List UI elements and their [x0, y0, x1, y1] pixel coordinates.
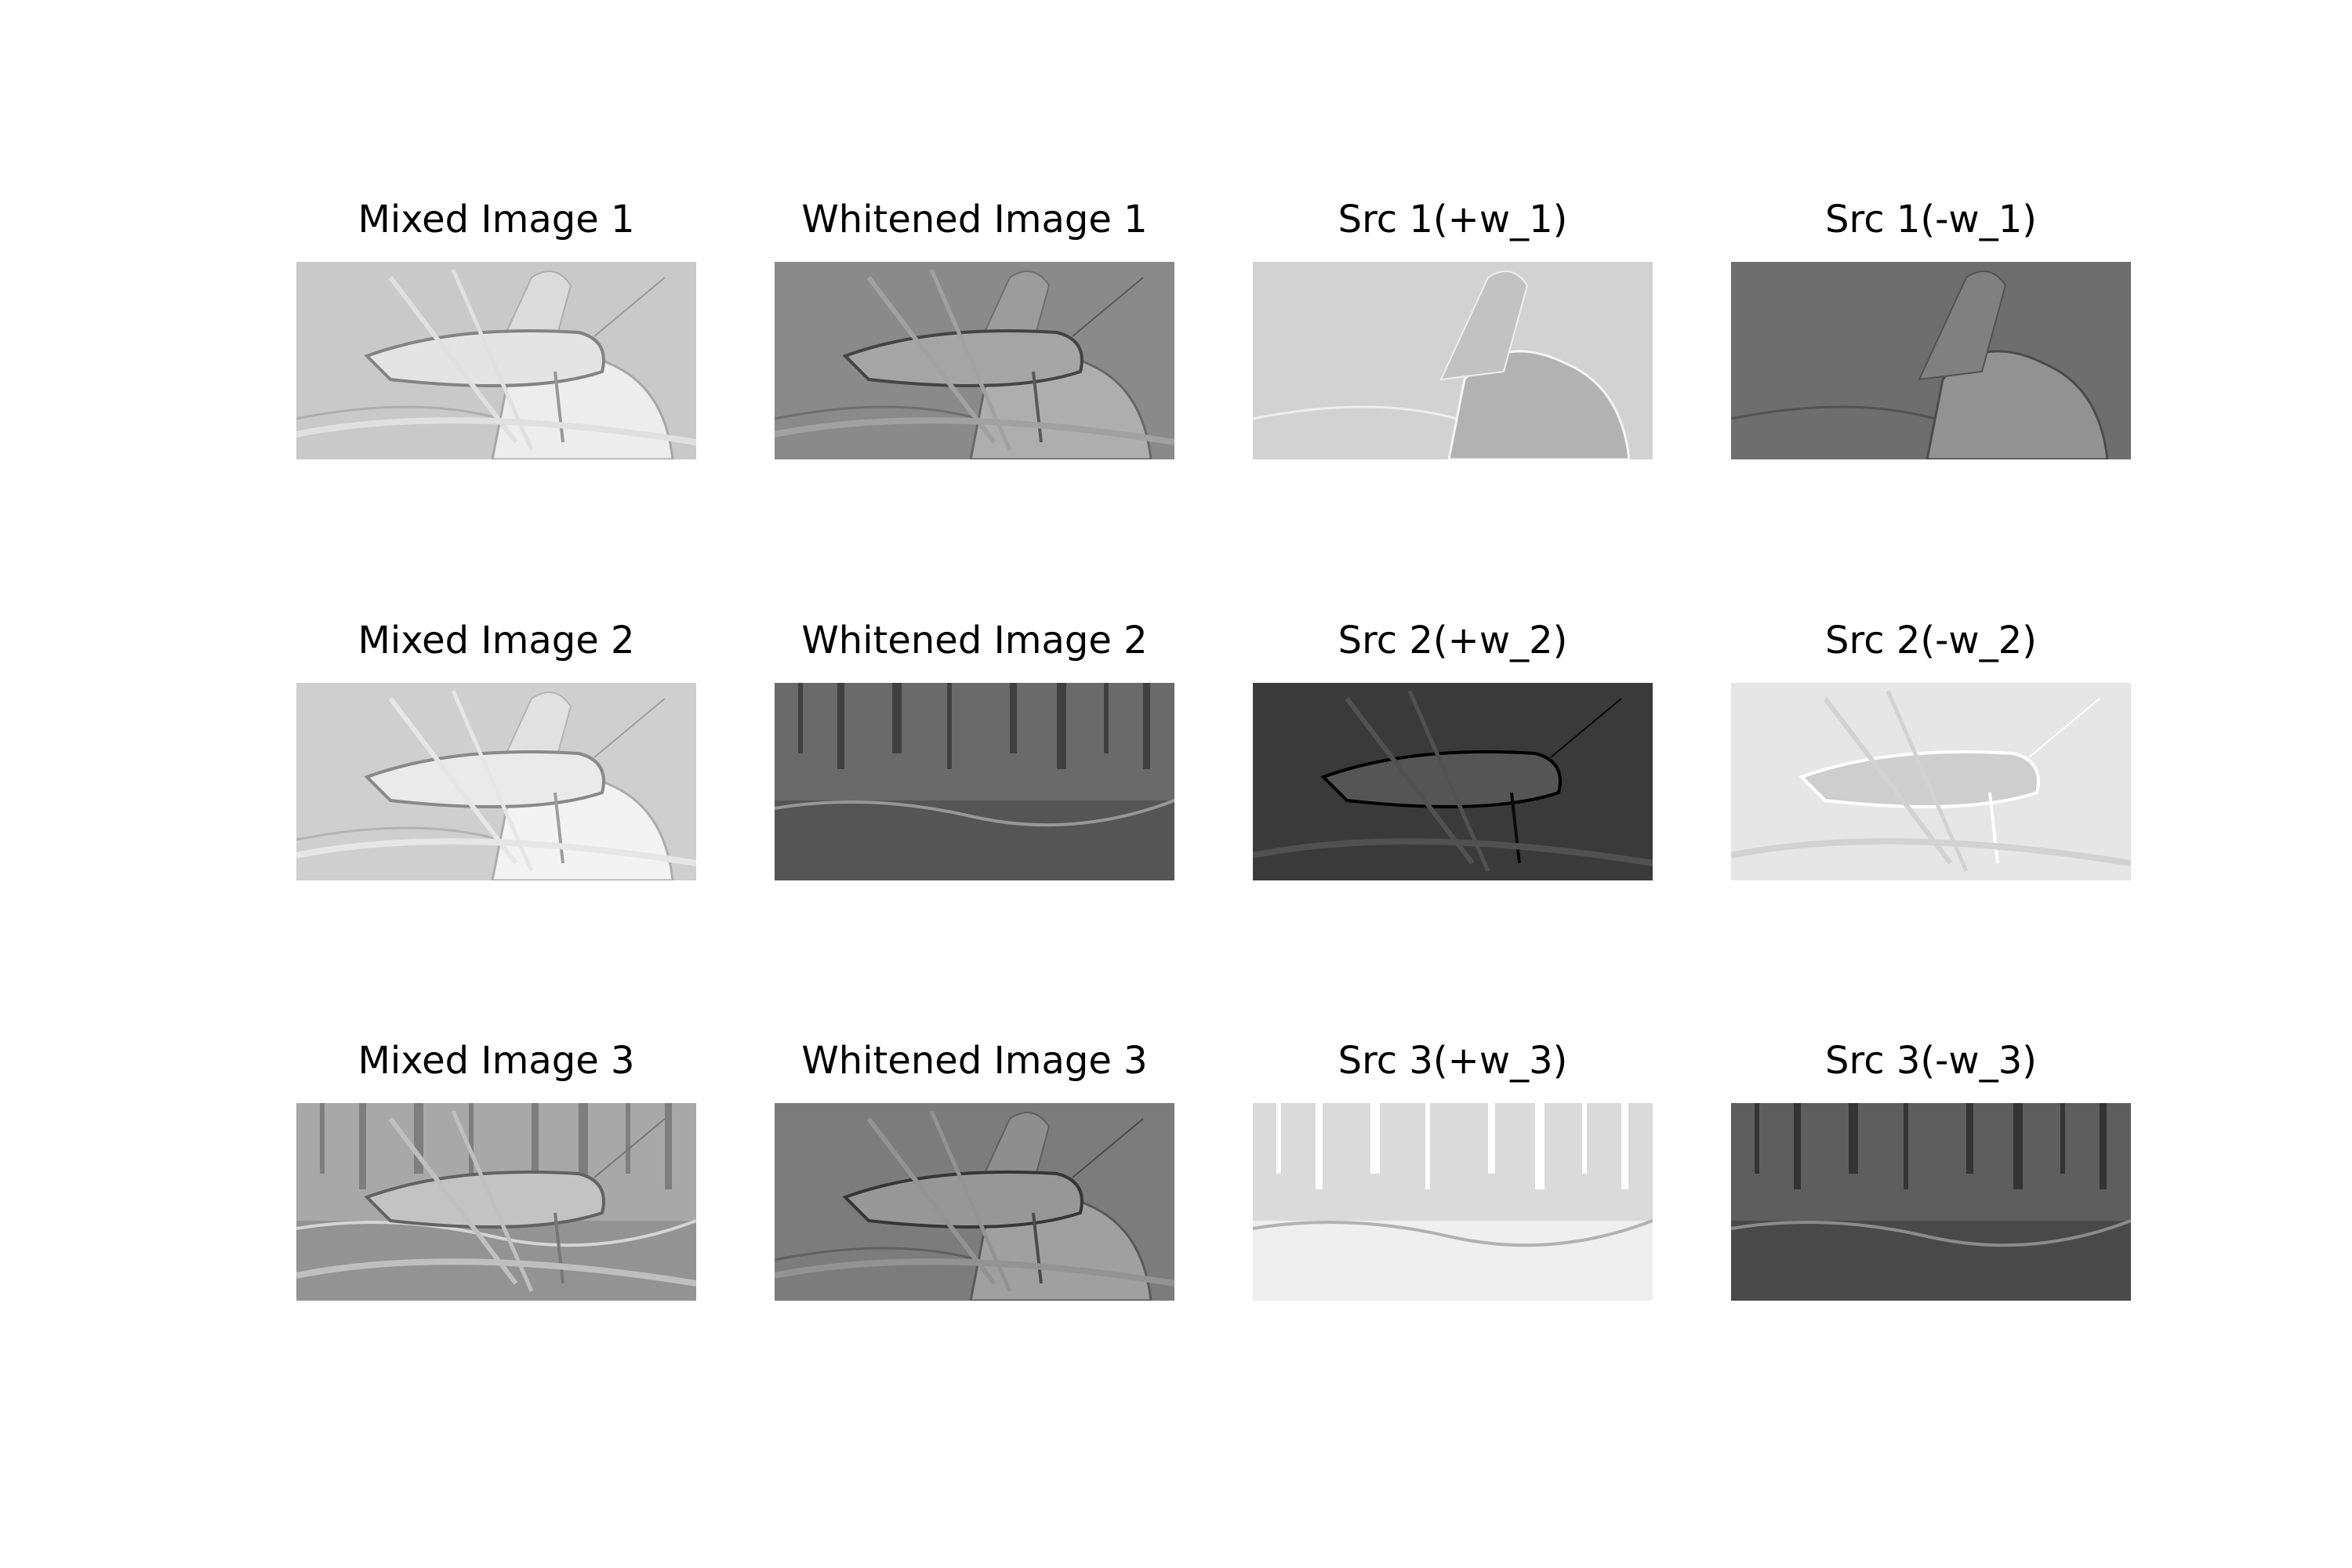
grayscale-image — [296, 683, 696, 880]
panel-title: Src 1(+w_1) — [1338, 198, 1568, 241]
grayscale-image — [1253, 683, 1653, 880]
grayscale-image — [775, 262, 1174, 459]
grayscale-image — [1731, 262, 2131, 459]
grayscale-image — [775, 683, 1174, 880]
panel-image — [296, 683, 696, 880]
panel-image — [296, 262, 696, 459]
panel-image — [775, 262, 1174, 459]
grayscale-image — [1731, 1103, 2131, 1301]
panel-image — [296, 1103, 696, 1301]
panel-image — [1731, 1103, 2131, 1301]
panel-title: Whitened Image 3 — [801, 1039, 1148, 1083]
panel-title: Src 1(-w_1) — [1825, 198, 2037, 241]
panel-title: Mixed Image 2 — [358, 619, 635, 662]
panel-title: Whitened Image 1 — [801, 198, 1148, 241]
panel-image — [1253, 683, 1653, 880]
panel-image — [1253, 262, 1653, 459]
panel-image — [775, 683, 1174, 880]
panel-title: Whitened Image 2 — [801, 619, 1148, 662]
grayscale-image — [296, 262, 696, 459]
grayscale-image — [1731, 683, 2131, 880]
grayscale-image — [1253, 262, 1653, 459]
grayscale-image — [775, 1103, 1174, 1301]
panel-image — [1731, 262, 2131, 459]
panel-title: Src 2(+w_2) — [1338, 619, 1568, 662]
panel-image — [775, 1103, 1174, 1301]
panel-title: Src 3(-w_3) — [1825, 1039, 2037, 1083]
panel-title: Mixed Image 1 — [358, 198, 635, 241]
panel-image — [1731, 683, 2131, 880]
panel-image — [1253, 1103, 1653, 1301]
grayscale-image — [296, 1103, 696, 1301]
grayscale-image — [1253, 1103, 1653, 1301]
panel-title: Mixed Image 3 — [358, 1039, 635, 1083]
panel-title: Src 3(+w_3) — [1338, 1039, 1568, 1083]
panel-title: Src 2(-w_2) — [1825, 619, 2037, 662]
